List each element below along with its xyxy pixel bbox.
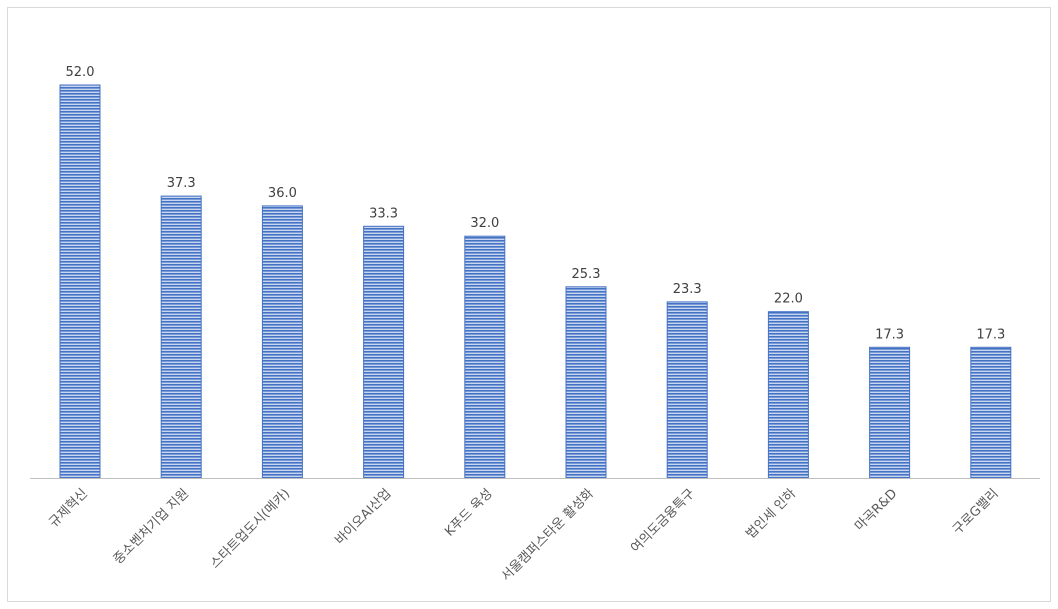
category-label-4: 바이오AI산업 (333, 486, 395, 548)
data-label-1: 52.0 (66, 65, 95, 80)
bar-7 (666, 301, 708, 479)
category-label-3: 스타트업도시(메카) (208, 486, 293, 571)
bar-3 (261, 205, 303, 479)
data-label-7: 23.3 (673, 282, 702, 297)
bar-4 (363, 225, 405, 479)
bar-10 (970, 346, 1012, 479)
bar-8 (767, 311, 809, 479)
category-label-7: 여의도금융특구 (628, 486, 698, 556)
category-label-10: 구로G밸리 (950, 486, 1002, 538)
category-label-2: 중소벤처기업 지원 (111, 486, 192, 567)
data-label-6: 25.3 (572, 267, 601, 282)
data-label-2: 37.3 (167, 176, 196, 191)
data-label-9: 17.3 (875, 327, 904, 342)
category-label-8: 법인세 인하 (743, 486, 799, 542)
data-label-3: 36.0 (268, 186, 297, 201)
data-label-8: 22.0 (774, 292, 803, 307)
data-label-5: 32.0 (470, 216, 499, 231)
data-label-10: 17.3 (976, 327, 1005, 342)
category-label-5: K푸드 육성 (442, 486, 495, 539)
bar-9 (869, 346, 911, 479)
value-labels-layer: 52.0 37.3 36.0 33.3 32.0 25.3 23.3 22.0 17.3 17.3 (66, 65, 1006, 342)
data-label-4: 33.3 (369, 206, 398, 221)
bar-5 (464, 235, 506, 479)
bar-1 (59, 84, 101, 479)
bar-2 (160, 195, 202, 479)
category-label-6: 서울캠퍼스타운 활성화 (499, 486, 597, 584)
bars-layer (59, 84, 1012, 479)
bar-6 (565, 286, 607, 479)
category-label-1: 규제혁신 (46, 486, 90, 530)
category-label-9: 마곡R&D (852, 486, 900, 534)
category-labels-layer: 규제혁신 중소벤처기업 지원 스타트업도시(메카) 바이오AI산업 K푸드 육성 서울캠퍼… (46, 486, 1001, 584)
